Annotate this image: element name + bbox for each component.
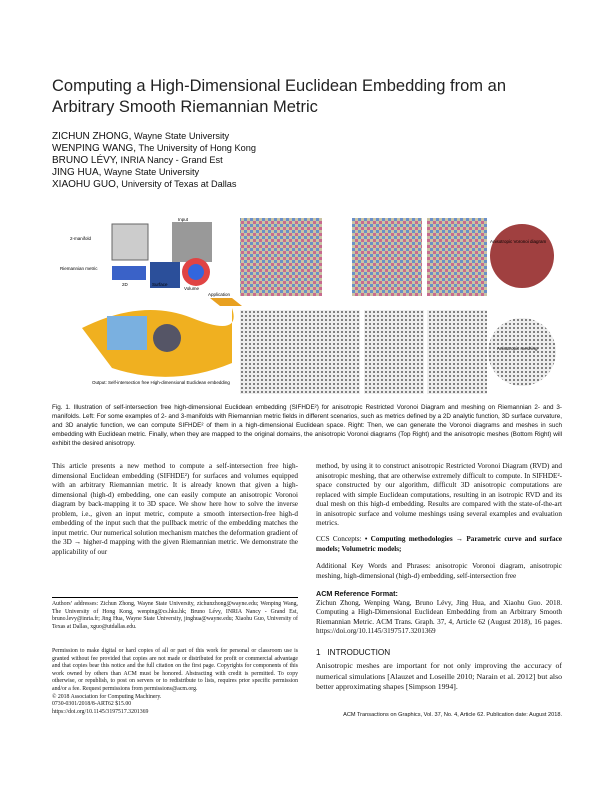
- image: [352, 218, 422, 296]
- abstract: method, by using it to construct anisotr…: [316, 462, 562, 527]
- teaser-figure: Input 2-manifold Riemannian metric 2D Su…: [60, 218, 556, 394]
- image: [188, 264, 204, 280]
- reference-text: Zichun Zhong, Wenping Wang, Bruno Lévy, …: [316, 598, 562, 636]
- permission: Permission to make digital or hard copie…: [52, 648, 298, 692]
- footnote: Permission to make digital or hard copie…: [52, 648, 298, 716]
- doi: https://doi.org/10.1145/3197517.3201369: [52, 708, 149, 715]
- section-title: INTRODUCTION: [327, 648, 391, 657]
- author-name: XIAOHU GUO,: [52, 179, 119, 190]
- author-addresses: Authors’ addresses: Zichun Zhong, Wayne …: [52, 597, 298, 631]
- reference-heading: ACM Reference Format:: [316, 589, 398, 598]
- author-affiliation: INRIA Nancy - Grand Est: [120, 155, 223, 165]
- image: [427, 218, 487, 296]
- figure-label: Riemannian metric: [60, 266, 98, 271]
- author-affiliation: University of Texas at Dallas: [121, 179, 237, 189]
- figure-label: Output: Self-intersection free High-dime…: [92, 380, 230, 385]
- image: [111, 223, 149, 261]
- section-number: 1: [316, 648, 321, 657]
- author: JING HUA, Wayne State University: [52, 167, 199, 178]
- image: [427, 310, 487, 394]
- author: XIAOHU GUO, University of Texas at Dalla…: [52, 179, 236, 190]
- copyright: © 2018 Association for Computing Machine…: [52, 693, 162, 700]
- author: WENPING WANG, The University of Hong Kon…: [52, 143, 256, 154]
- keywords-text: anisotropic Voronoi diagram, anisotropic…: [316, 562, 562, 580]
- arrow: [210, 298, 242, 306]
- reference: ACM Reference Format: Zichun Zhong, Wenp…: [316, 589, 562, 637]
- author-affiliation: Wayne State University: [104, 167, 200, 177]
- figure-label: Anisotropic Voronoi diagram: [490, 239, 547, 244]
- image: [112, 266, 146, 280]
- issn: 0730-0301/2018/8-ART62 $15.00: [52, 701, 132, 708]
- abstract: This article presents a new method to co…: [52, 462, 298, 556]
- image: [150, 262, 180, 288]
- author-name: WENPING WANG,: [52, 143, 137, 154]
- figure-label: Anisotropic meshing: [497, 346, 538, 351]
- figure-label: Volume: [184, 286, 200, 291]
- image: [240, 218, 322, 296]
- figure-label: Application: [208, 292, 231, 297]
- figure-label: 2D: [122, 282, 129, 287]
- author-affiliation: Wayne State University: [134, 131, 230, 141]
- figure-label: 2-manifold: [70, 236, 92, 241]
- ccs: CCS Concepts: • Computing methodologies …: [316, 535, 562, 554]
- paper-title: Computing a High-Dimensional Euclidean E…: [52, 77, 506, 116]
- author-affiliation: The University of Hong Kong: [138, 143, 256, 153]
- image: [488, 318, 556, 386]
- figure-caption: Fig. 1. Illustration of self-intersectio…: [52, 404, 562, 447]
- author-name: BRUNO LÉVY,: [52, 155, 118, 166]
- image: [364, 310, 424, 394]
- image: [490, 224, 554, 288]
- author-name: JING HUA,: [52, 167, 102, 178]
- section-heading: 1 INTRODUCTION: [316, 648, 390, 657]
- intro-text: Anisotropic meshes are important for not…: [316, 661, 562, 691]
- figure-label: Surface: [152, 282, 168, 287]
- author: ZICHUN ZHONG, Wayne State University: [52, 131, 229, 142]
- keywords: Additional Key Words and Phrases: anisot…: [316, 562, 562, 581]
- author: BRUNO LÉVY, INRIA Nancy - Grand Est: [52, 155, 223, 166]
- figure-label: Input: [178, 218, 189, 222]
- image: [153, 324, 181, 352]
- image: [107, 316, 147, 350]
- image: [172, 222, 212, 262]
- image: [240, 310, 360, 394]
- ccs-label: CCS Concepts:: [316, 535, 362, 543]
- ccs-text: • Computing methodologies → Parametric c…: [316, 535, 562, 553]
- running-footer: ACM Transactions on Graphics, Vol. 37, N…: [343, 712, 562, 718]
- keywords-label: Additional Key Words and Phrases:: [316, 562, 431, 570]
- author-name: ZICHUN ZHONG,: [52, 131, 132, 142]
